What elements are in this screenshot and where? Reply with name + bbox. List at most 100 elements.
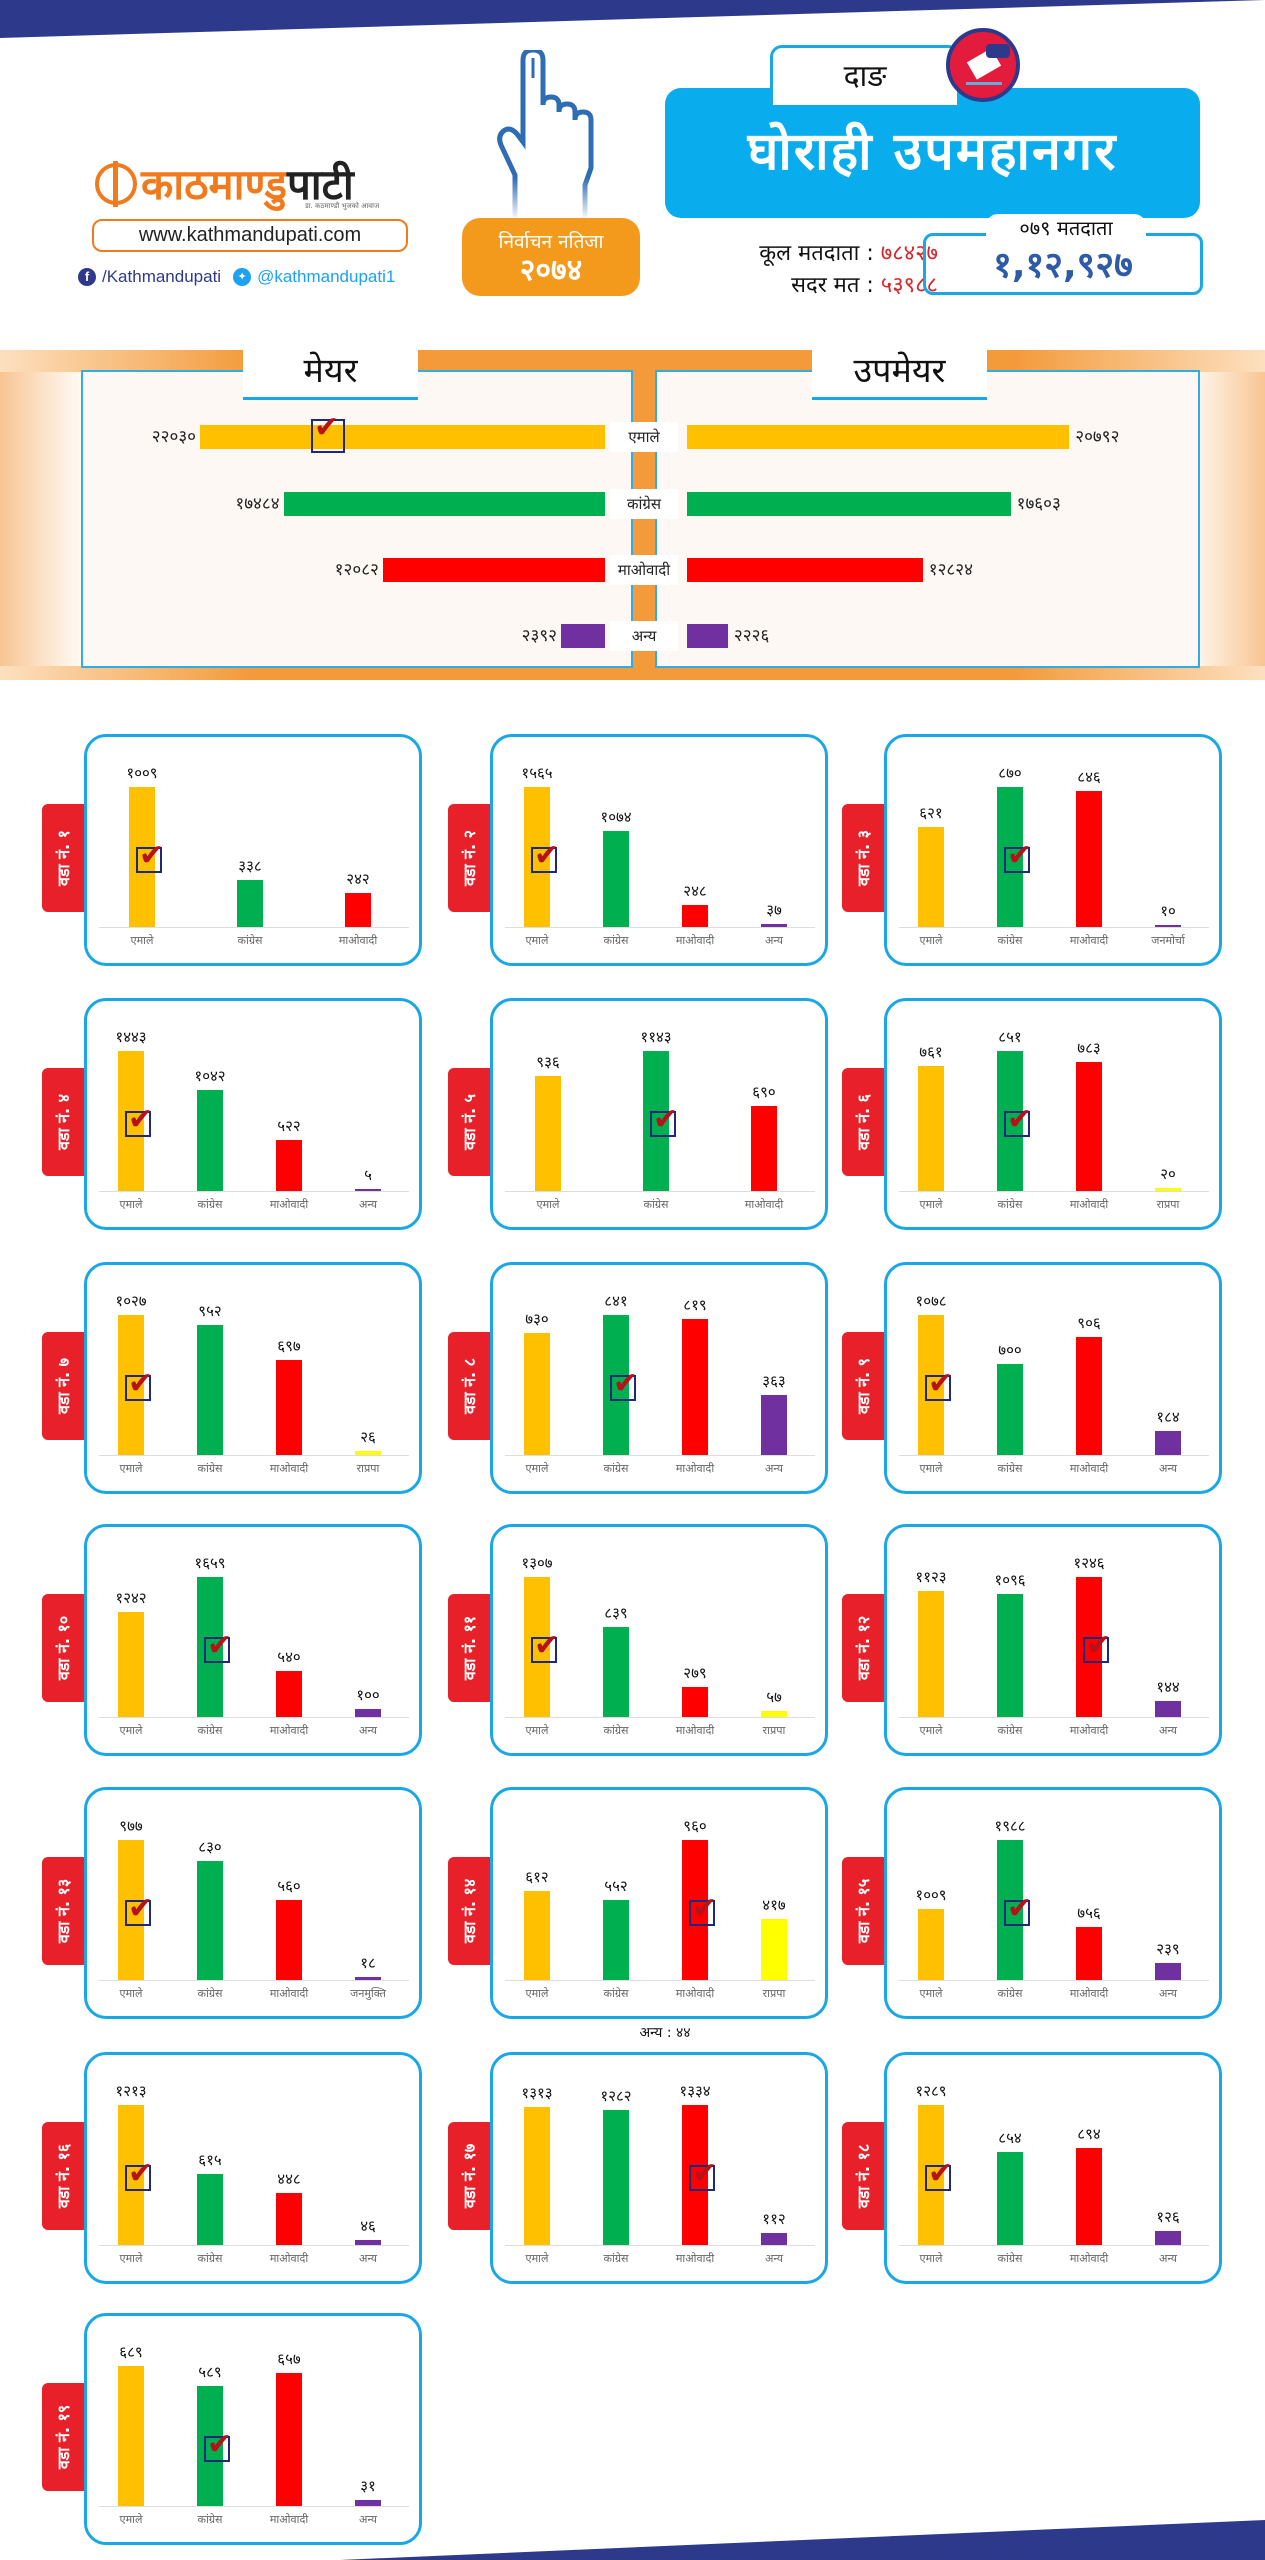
website-link[interactable]: www.kathmandupati.com [92, 219, 408, 252]
ward-number-tag: वडा नं. १६ [42, 2122, 84, 2230]
ward-bar-value: ३३८ [238, 857, 262, 876]
ward-bar [918, 1065, 944, 1191]
ward-bar-category: कांग्रेस [603, 1724, 629, 1737]
ward-number-tag: वडा नं. १७ [448, 2122, 490, 2230]
ward-bar-category: एमाले [525, 1724, 549, 1737]
ward-bar-category: एमाले [919, 1987, 943, 2000]
ward-card: ६८९ एमाले ५८९ कांग्रेस ६५७ माओवादी ३१ अन्य [84, 2313, 422, 2545]
ward-bar-value: ४६ [360, 2216, 376, 2235]
chart-baseline [899, 2245, 1209, 2246]
ward-bar [355, 1451, 381, 1455]
ward-bar-value: ८३९ [604, 1604, 628, 1623]
ward-bar-value: १२६ [1156, 2208, 1180, 2227]
ward-bar-value: ८५४ [998, 2129, 1022, 2148]
ward-bar [682, 1687, 708, 1717]
ward-bar-category: माओवादी [1069, 1462, 1109, 1475]
ward-card: १३१३ एमाले १२८२ कांग्रेस १३३४ माओवादी ११२ अन्य [490, 2052, 828, 2284]
winner-check-icon [610, 1367, 638, 1401]
deputy-mayor-panel [655, 370, 1200, 668]
ward-bar-category: जनमोर्चा [1151, 934, 1185, 947]
ward-bar [355, 1977, 381, 1980]
ward-bar-value: ११४३ [640, 1028, 672, 1046]
ward-bar [355, 2239, 381, 2245]
valid-votes-label: सदर मत : [791, 273, 874, 298]
mayor-bar-value: २२०३० [151, 427, 196, 447]
ward-bar [355, 1708, 381, 1717]
ward-bar-value: ८४१ [604, 1292, 628, 1310]
winner-check-icon [650, 1103, 678, 1137]
ward-number-label: वडा नं. ८ [460, 1357, 479, 1415]
twitter-link[interactable]: @kathmandupati1 [257, 267, 396, 286]
ward-card: ९७७ एमाले ८३० कांग्रेस ५६० माओवादी १८ जनमुक्ति [84, 1787, 422, 2019]
ward-bar-category: कांग्रेस [997, 1198, 1023, 1211]
ward-number-tag: वडा नं. १९ [42, 2383, 84, 2491]
voters-079-value: १,१२,९२७ [993, 245, 1133, 286]
ward-bar-value: २६ [360, 1428, 376, 1447]
chart-baseline [505, 1455, 815, 1456]
ward-bar [603, 2110, 629, 2245]
ward-bar-value: ९६० [683, 1817, 707, 1835]
ward-bar-value: ११२ [762, 2210, 786, 2229]
winner-check-icon [689, 2157, 717, 2191]
ward-number-tag: वडा नं. १० [42, 1594, 84, 1702]
ward-bar-value: ३७ [766, 900, 782, 919]
social-links: f /Kathmandupati ✦ @kathmandupati1 [78, 267, 395, 287]
ward-bar-value: ४१७ [762, 1896, 786, 1915]
ward-bar-category: माओवादी [1069, 1198, 1109, 1211]
ward-bar-value: १०७४ [600, 807, 632, 826]
kathmandupati-logo: काठमाण्डुपाटी [95, 155, 354, 212]
ward-bar-value: ७८३ [1077, 1039, 1101, 1058]
ward-bar-category: माओवादी [269, 2252, 309, 2265]
twitter-icon: ✦ [233, 268, 252, 286]
ward-number-label: वडा नं. १९ [54, 2404, 73, 2470]
ward-bar [682, 904, 708, 927]
ward-bar-category: कांग्रेस [997, 1462, 1023, 1475]
ward-bar-category: माओवादी [269, 1462, 309, 1475]
ward-bar [276, 2372, 302, 2506]
ward-bar [682, 1318, 708, 1455]
ward-number-label: वडा नं. ११ [460, 1615, 479, 1681]
voters-079-label: ०७९ मतदाता [986, 214, 1146, 241]
chart-baseline [899, 1980, 1209, 1981]
ward-bar-category: अन्य [1158, 2252, 1178, 2265]
ward-bar-category: एमाले [119, 1987, 143, 2000]
ward-bar [997, 1593, 1023, 1717]
ward-bar [761, 923, 787, 927]
ward-bar-value: १००९ [915, 1885, 947, 1904]
ward-bar-category: माओवादी [338, 934, 378, 947]
ward-bar [918, 1590, 944, 1717]
election-result-badge: निर्वाचन नतिजा २०७४ [462, 218, 640, 296]
chart-baseline [99, 927, 409, 928]
ward-bar-category: राप्रपा [1156, 1198, 1180, 1211]
ward-bar-value: ५४० [277, 1648, 301, 1667]
ward-bar [751, 1106, 777, 1191]
ward-bar-category: एमाले [130, 934, 154, 947]
party-label: माओवादी [610, 555, 678, 585]
deputy-bar [687, 624, 728, 648]
badge-title: निर्वाचन नतिजा [498, 231, 604, 253]
ward-number-label: वडा नं. १२ [854, 1615, 873, 1681]
ward-bar-category: एमाले [919, 2252, 943, 2265]
ward-bar-value: ४४८ [277, 2170, 301, 2189]
ward-bar [1076, 1062, 1102, 1191]
ward-card: १४४३ एमाले १०४२ कांग्रेस ५२२ माओवादी ५ अन्य [84, 998, 422, 1230]
ward-bar-category: कांग्रेस [997, 934, 1023, 947]
ward-bar-category: एमाले [919, 934, 943, 947]
ward-card: १२८९ एमाले ८५४ कांग्रेस ८९४ माओवादी १२६ अन्य [884, 2052, 1222, 2284]
ward-bar-value: २४८ [683, 881, 707, 900]
deputy-bar-value: २०७९२ [1075, 427, 1120, 447]
winner-check-icon [125, 2157, 153, 2191]
mayor-bar [200, 425, 605, 449]
ward-bar-value: ८५१ [998, 1028, 1022, 1046]
ward-bar [524, 1890, 550, 1980]
ward-bar-value: १८ [360, 1954, 376, 1973]
mayor-bar-value: १२०८२ [334, 560, 379, 580]
ward-number-label: वडा नं. ९ [854, 1357, 873, 1415]
ward-bar-category: एमाले [919, 1198, 943, 1211]
ward-bar [1155, 2231, 1181, 2245]
ward-bar-category: कांग्रेस [197, 2252, 223, 2265]
badge-year: २०७४ [519, 253, 583, 288]
facebook-link[interactable]: /Kathmandupati [102, 267, 222, 286]
ward-bar-category: अन्य [764, 2252, 784, 2265]
ward-number-label: वडा नं. ७ [54, 1357, 73, 1415]
